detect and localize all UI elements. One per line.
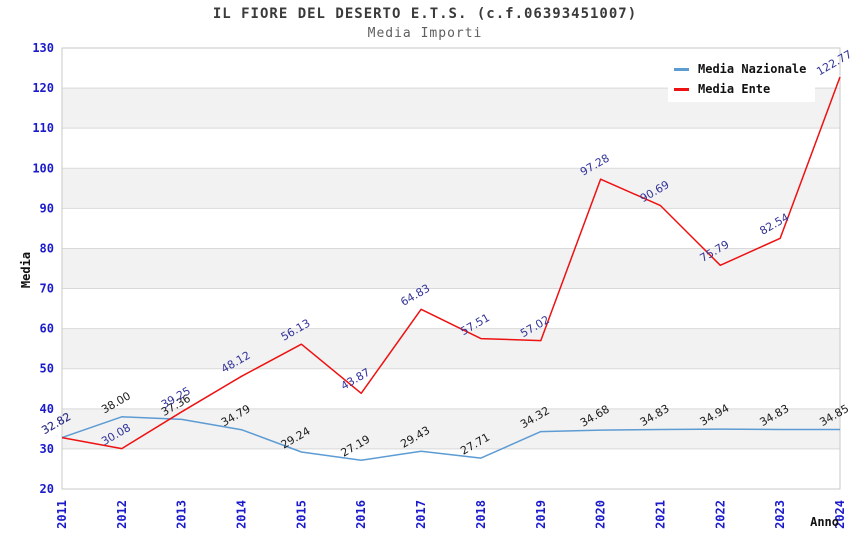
y-tick-label: 80 <box>40 241 54 255</box>
x-tick-label: 2016 <box>354 500 368 529</box>
plot-border <box>61 47 841 490</box>
x-tick-label: 2015 <box>294 500 308 529</box>
plot-svg: 20 30 40 50 60 70 80 90 100 110 120 130 2011 2012 2013… <box>19 41 850 529</box>
x-tick-label: 2018 <box>474 500 488 529</box>
x-tick-label: 2020 <box>594 500 608 529</box>
chart-subtitle: Media Importi <box>367 26 483 41</box>
x-tick-label: 2021 <box>653 500 667 529</box>
x-tick-label: 2024 <box>833 500 847 529</box>
series-line-media-ente <box>61 76 841 450</box>
legend-item-media-nazionale: Media Nazionale <box>674 62 815 76</box>
x-axis-title: Anno <box>810 515 839 529</box>
y-tick-label: 100 <box>32 161 54 175</box>
x-tick-label: 2013 <box>175 500 189 529</box>
legend-label-nazionale: Media Nazionale <box>698 62 807 76</box>
x-tick-label: 2017 <box>414 500 428 529</box>
chart-title: IL FIORE DEL DESERTO E.T.S. (c.f.0639345… <box>212 6 638 22</box>
y-tick-label: 120 <box>32 81 54 95</box>
x-tick-label: 2011 <box>55 500 69 529</box>
legend-label-ente: Media Ente <box>698 82 771 96</box>
plot-band <box>62 328 840 369</box>
legend-swatch-ente-icon <box>674 87 689 91</box>
x-tick-label: 2022 <box>713 500 727 529</box>
y-tick-label: 20 <box>40 482 54 496</box>
plot-band <box>62 248 840 289</box>
plot-band <box>62 168 840 209</box>
y-tick-label: 50 <box>40 362 54 376</box>
x-tick-label: 2014 <box>235 500 249 529</box>
legend: Media Nazionale Media Ente <box>668 56 815 102</box>
y-tick-label: 130 <box>32 41 54 55</box>
y-tick-label: 70 <box>40 282 54 296</box>
y-tick-label: 60 <box>40 322 54 336</box>
legend-item-media-ente: Media Ente <box>674 82 815 96</box>
data-label: 82.54 <box>758 211 792 238</box>
y-tick-label: 110 <box>32 121 54 135</box>
series-line-media-nazionale <box>61 416 840 461</box>
y-tick-label: 30 <box>40 442 54 456</box>
x-tick-label: 2023 <box>773 500 787 529</box>
y-tick-label: 90 <box>40 201 54 215</box>
x-tick-label: 2019 <box>534 500 548 529</box>
data-label: 122.77 <box>814 48 850 79</box>
x-tick-label: 2012 <box>115 500 129 529</box>
y-axis-title: Media <box>19 252 33 288</box>
y-tick-label: 40 <box>40 402 54 416</box>
legend-swatch-nazionale-icon <box>674 67 689 71</box>
plot-area: 20 30 40 50 60 70 80 90 100 110 120 130 2011 2012 2013… <box>19 41 850 529</box>
